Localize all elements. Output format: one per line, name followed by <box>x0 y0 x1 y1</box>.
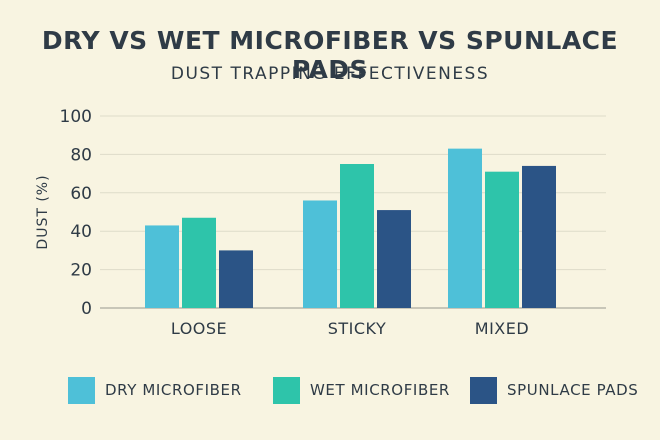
y-tick-label-40: 40 <box>70 222 92 242</box>
bar-sticky-1 <box>340 164 374 308</box>
y-tick-label-80: 80 <box>70 145 92 165</box>
bar-sticky-2 <box>377 210 411 308</box>
bar-mixed-1 <box>485 171 519 308</box>
x-tick-label-mixed: MIXED <box>475 319 529 338</box>
chart-legend: DRY MICROFIBER WET MICROFIBER SPUNLACE P… <box>0 376 660 406</box>
bar-loose-2 <box>219 250 253 308</box>
chart-subtitle: DUST TRAPPING EFFECTIVENESS <box>170 64 490 84</box>
y-axis-label: DUST (%) <box>35 174 51 249</box>
legend-label-spunlace: SPUNLACE PADS <box>507 381 639 399</box>
x-tick-label-loose: LOOSE <box>171 319 227 338</box>
bar-sticky-0 <box>303 200 337 308</box>
y-tick-label-100: 100 <box>60 107 92 127</box>
legend-swatch-spunlace <box>470 376 497 404</box>
bar-loose-0 <box>145 225 179 308</box>
y-tick-label-60: 60 <box>70 184 92 204</box>
x-tick-label-sticky: STICKY <box>328 319 387 338</box>
chart-title: DRY VS WET MICROFIBER VS SPUNLACE PADS <box>41 26 619 84</box>
legend-item-spunlace: SPUNLACE PADS <box>470 376 638 404</box>
y-tick-label-0: 0 <box>81 299 92 319</box>
bar-loose-1 <box>182 217 216 308</box>
bar-mixed-0 <box>448 148 482 308</box>
y-tick-label-20: 20 <box>70 261 92 281</box>
legend-swatch-dry <box>68 376 95 404</box>
legend-label-dry: DRY MICROFIBER <box>105 381 242 399</box>
legend-item-dry: DRY MICROFIBER <box>68 376 242 404</box>
bar-mixed-2 <box>522 165 556 308</box>
legend-item-wet: WET MICROFIBER <box>273 376 450 404</box>
legend-label-wet: WET MICROFIBER <box>310 381 450 399</box>
legend-swatch-wet <box>273 376 300 404</box>
